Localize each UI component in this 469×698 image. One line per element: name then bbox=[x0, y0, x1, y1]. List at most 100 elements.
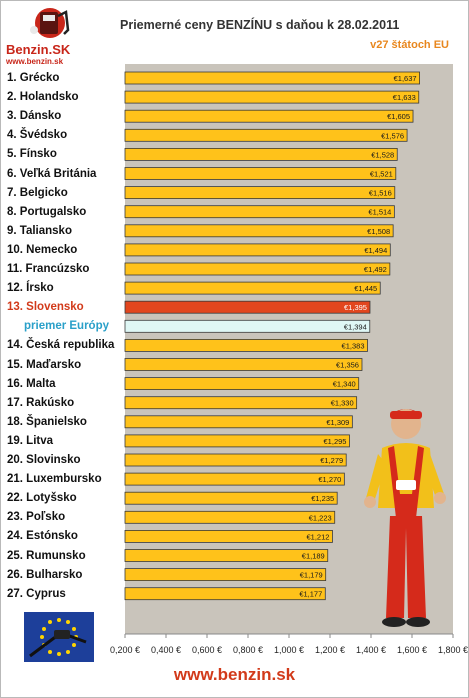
chart-subtitle: v27 štátoch EU bbox=[370, 39, 449, 51]
bar-value-label: €1,576 bbox=[381, 131, 404, 140]
bar bbox=[124, 338, 368, 352]
x-tick-label: 0,800 € bbox=[232, 645, 264, 655]
bar bbox=[124, 109, 414, 123]
category-label: 22. Lotyšsko bbox=[7, 492, 77, 505]
bar bbox=[124, 377, 360, 391]
bar-value-label: €1,508 bbox=[367, 227, 390, 236]
bar bbox=[124, 472, 345, 486]
bar bbox=[124, 224, 394, 238]
x-tick-label: 0,600 € bbox=[191, 645, 223, 655]
bar bbox=[124, 510, 336, 524]
bar-value-label: €1,494 bbox=[364, 246, 387, 255]
bar-value-label: €1,212 bbox=[307, 532, 330, 541]
bar-value-label: €1,637 bbox=[394, 74, 417, 83]
bar bbox=[124, 396, 358, 410]
bar bbox=[124, 281, 381, 295]
category-label: 13. Slovensko bbox=[7, 301, 84, 314]
category-label: 14. Česká republika bbox=[7, 339, 115, 352]
x-tick-label: 1,800 € bbox=[437, 645, 469, 655]
bar bbox=[124, 453, 347, 467]
bar-value-label: €1,223 bbox=[309, 513, 332, 522]
category-label: 6. Veľká Británia bbox=[7, 167, 97, 180]
category-label: 10. Nemecko bbox=[7, 243, 78, 256]
bar-value-label: €1,330 bbox=[331, 399, 354, 408]
category-label: 3. Dánsko bbox=[7, 110, 62, 123]
bar bbox=[124, 71, 420, 85]
category-label: 9. Taliansko bbox=[7, 224, 72, 237]
x-tick-label: 0,400 € bbox=[150, 645, 182, 655]
bar bbox=[124, 147, 398, 161]
category-label: 26. Bulharsko bbox=[7, 568, 83, 581]
bar bbox=[124, 243, 391, 257]
eu-flag-fuel-icon bbox=[24, 612, 94, 662]
x-tick-label: 0,200 € bbox=[109, 645, 141, 655]
bar-value-label: €1,395 bbox=[344, 303, 367, 312]
bar-value-label: €1,528 bbox=[371, 150, 394, 159]
bar-value-label: €1,521 bbox=[370, 170, 393, 179]
bar bbox=[124, 300, 371, 314]
bar bbox=[124, 167, 397, 180]
logo-name: Benzin.SK bbox=[6, 42, 71, 57]
bar-value-label: €1,605 bbox=[387, 112, 410, 121]
category-label: 25. Rumunsko bbox=[7, 549, 86, 562]
bar-value-label: €1,516 bbox=[369, 189, 392, 198]
bar bbox=[124, 262, 391, 276]
bar bbox=[124, 205, 395, 219]
bar-value-label: €1,445 bbox=[354, 284, 377, 293]
category-label: 15. Maďarsko bbox=[7, 358, 82, 371]
category-label: 4. Švédsko bbox=[7, 129, 68, 142]
bar-value-label: €1,633 bbox=[393, 93, 416, 102]
bar-value-label: €1,177 bbox=[299, 590, 322, 599]
bar bbox=[124, 549, 329, 562]
bar-value-label: €1,189 bbox=[302, 552, 325, 561]
bar-value-label: €1,295 bbox=[324, 437, 347, 446]
category-label: 1. Grécko bbox=[7, 72, 60, 84]
bar-value-label: €1,514 bbox=[368, 208, 391, 217]
bar bbox=[124, 530, 333, 543]
category-label: 11. Francúzsko bbox=[7, 263, 90, 275]
bar-value-label: €1,309 bbox=[326, 418, 349, 427]
bar-value-label: €1,492 bbox=[364, 265, 387, 274]
bar-value-label: €1,279 bbox=[320, 456, 343, 465]
logo-url: www.benzin.sk bbox=[6, 57, 64, 66]
category-label: 23. Poľsko bbox=[7, 511, 66, 524]
category-label: 21. Luxembursko bbox=[7, 473, 102, 486]
bar bbox=[124, 186, 396, 200]
category-label: 8. Portugalsko bbox=[7, 205, 87, 218]
bar bbox=[124, 358, 363, 371]
x-tick-label: 1,200 € bbox=[314, 645, 346, 655]
x-tick-label: 1,400 € bbox=[355, 645, 387, 655]
category-label: 18. Španielsko bbox=[7, 415, 87, 428]
bar bbox=[124, 587, 326, 601]
bar-value-label: €1,383 bbox=[342, 341, 365, 350]
category-label: priemer Európy bbox=[24, 320, 109, 333]
bar bbox=[124, 90, 420, 104]
x-tick-label: 1,000 € bbox=[273, 645, 305, 655]
category-label: 16. Malta bbox=[7, 377, 56, 390]
category-label: 5. Fínsko bbox=[7, 148, 57, 161]
bar bbox=[124, 568, 327, 581]
bar bbox=[124, 319, 371, 333]
category-label: 17. Rakúsko bbox=[7, 396, 75, 409]
category-label: 12. Írsko bbox=[7, 282, 54, 295]
bar-value-label: €1,235 bbox=[311, 494, 334, 503]
bar-value-label: €1,179 bbox=[300, 571, 323, 580]
chart-title: Priemerné ceny BENZÍNU s daňou k 28.02.2… bbox=[120, 18, 400, 32]
benzin-logo: Benzin.SK www.benzin.sk bbox=[4, 4, 86, 66]
fuel-pump-icon bbox=[30, 8, 70, 38]
bar bbox=[124, 415, 353, 429]
mechanic-mascot bbox=[364, 409, 446, 627]
category-label: 19. Litva bbox=[7, 434, 54, 447]
category-label: 20. Slovinsko bbox=[7, 454, 81, 466]
category-label: 7. Belgicko bbox=[7, 186, 68, 199]
bar-value-label: €1,270 bbox=[318, 475, 341, 484]
category-label: 24. Estónsko bbox=[7, 530, 78, 543]
category-label: 27. Cyprus bbox=[7, 587, 66, 600]
category-label: 2. Holandsko bbox=[7, 91, 79, 104]
bar-value-label: €1,340 bbox=[333, 380, 356, 389]
x-tick-label: 1,600 € bbox=[396, 645, 428, 655]
bar bbox=[124, 491, 338, 505]
bar bbox=[124, 434, 350, 448]
footer-url: www.benzin.sk bbox=[173, 665, 296, 684]
